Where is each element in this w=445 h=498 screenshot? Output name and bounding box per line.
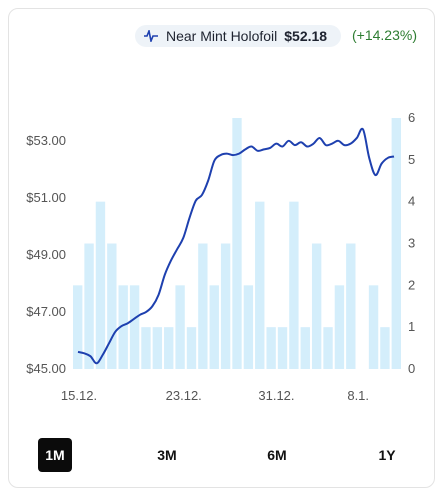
y-right-tick-label: 4 [408,194,415,209]
volume-bar [334,285,345,369]
volume-bar [380,327,390,369]
volume-bar [164,327,174,369]
range-button-1m[interactable]: 1M [38,438,72,472]
range-button-6m[interactable]: 6M [267,447,287,463]
y-right-tick-label: 5 [408,152,415,167]
volume-bar [311,243,322,369]
volume-bar [129,285,140,369]
volume-bar [118,285,128,369]
y-right-tick-label: 6 [408,110,415,125]
y-right-tick-label: 2 [408,277,415,292]
volume-bar [255,201,265,369]
volume-bar [95,201,106,369]
range-button-1y[interactable]: 1Y [378,447,396,463]
volume-bar [368,285,379,369]
volume-bar [277,327,288,369]
volume-bar [186,327,197,369]
series-name: Near Mint Holofoil [166,28,278,44]
y-left-tick-label: $51.00 [26,190,66,205]
y-right-tick-label: 0 [408,361,415,376]
y-right-tick-label: 1 [408,319,415,334]
y-left-tick-label: $49.00 [26,247,66,262]
volume-bar [209,285,219,369]
volume-bar [300,327,310,369]
y-left-tick-label: $45.00 [26,361,66,376]
volume-bar [84,243,94,369]
price-chart: $45.00 $47.00 $49.00 $51.00 $53.00 0 1 2 3 4 5 6 15.… [26,110,415,403]
current-price: $52.18 [284,28,328,44]
y-right-tick-label: 3 [408,236,415,251]
volume-bar [152,327,163,369]
volume-bar [232,118,242,369]
x-tick-label: 8.1. [347,388,369,403]
volume-bar [391,118,401,369]
volume-bar [243,285,254,369]
range-button-3m[interactable]: 3M [157,447,177,463]
volume-bar [346,243,356,369]
x-tick-label: 15.12. [61,388,97,403]
price-line [77,127,395,365]
volume-bar [73,285,83,369]
volume-bar [323,327,333,369]
line-chart-icon [144,30,158,42]
price-change: (+14.23%) [352,27,417,43]
volume-bar [141,327,151,369]
x-tick-label: 31.12. [258,388,294,403]
volume-bar [175,285,185,369]
series-legend[interactable]: Near Mint Holofoil $52.18 [135,25,341,47]
volume-bar [220,243,231,369]
volume-bar [198,243,208,369]
x-tick-label: 23.12. [166,388,202,403]
volume-bar [289,201,299,369]
volume-bar [107,243,117,369]
y-left-tick-label: $47.00 [26,304,66,319]
volume-bar [266,327,276,369]
y-left-tick-label: $53.00 [26,133,66,148]
